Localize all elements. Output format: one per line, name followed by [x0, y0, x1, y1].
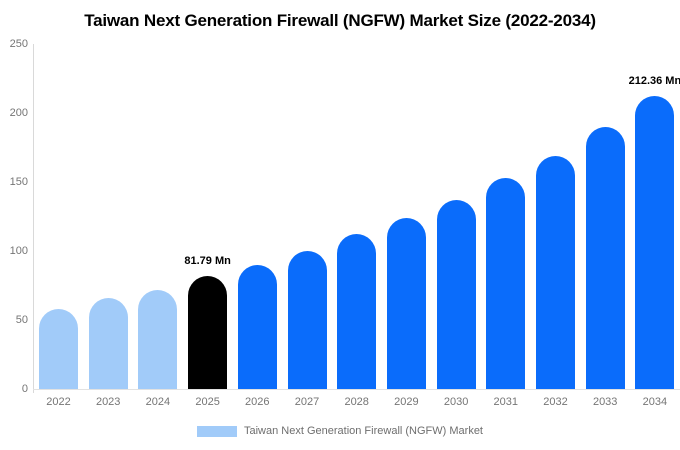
bar-2033	[585, 126, 625, 389]
x-tick-label: 2030	[443, 396, 469, 408]
bar-value-label: 81.79 Mn	[184, 255, 231, 268]
bar-2028	[337, 234, 377, 389]
bar-2026	[237, 264, 277, 389]
bar-2029	[386, 217, 426, 389]
bar-2023	[88, 297, 128, 389]
x-tick-label: 2023	[95, 396, 121, 408]
chart-title: Taiwan Next Generation Firewall (NGFW) M…	[84, 11, 596, 30]
x-tick-label: 2025	[195, 396, 220, 408]
y-tick-label: 200	[9, 107, 28, 119]
x-tick-label: 2024	[145, 396, 171, 408]
bar-2025	[188, 276, 228, 389]
bar-2034	[635, 95, 675, 389]
legend: Taiwan Next Generation Firewall (NGFW) M…	[0, 425, 680, 437]
bar-2027	[287, 251, 327, 389]
y-tick-label: 100	[9, 245, 28, 257]
y-tick-label: 0	[21, 383, 28, 395]
legend-swatch	[196, 425, 237, 437]
x-tick-label: 2033	[592, 396, 618, 408]
x-tick-label: 2022	[46, 396, 71, 408]
x-tick-label: 2026	[245, 396, 270, 408]
x-tick-label: 2031	[493, 396, 519, 408]
x-tick-label: 2034	[642, 396, 668, 408]
y-tick-label: 50	[15, 314, 28, 326]
x-tick-label: 2032	[543, 396, 568, 408]
bar-2022	[39, 308, 78, 389]
x-tick-label: 2028	[344, 396, 369, 408]
y-tick-label: 250	[9, 38, 28, 50]
bar-2032	[536, 155, 575, 389]
bar-2024	[138, 289, 178, 389]
x-tick-label: 2029	[394, 396, 419, 408]
y-axis-line	[33, 44, 34, 393]
y-tick-label: 150	[9, 176, 28, 188]
x-tick-label: 2027	[294, 396, 320, 408]
bar-2031	[486, 177, 526, 389]
legend-label: Taiwan Next Generation Firewall (NGFW) M…	[243, 425, 483, 437]
x-axis-baseline	[33, 389, 680, 390]
bar-value-label: 212.36 Mn	[628, 74, 680, 87]
bar-2030	[436, 199, 476, 389]
